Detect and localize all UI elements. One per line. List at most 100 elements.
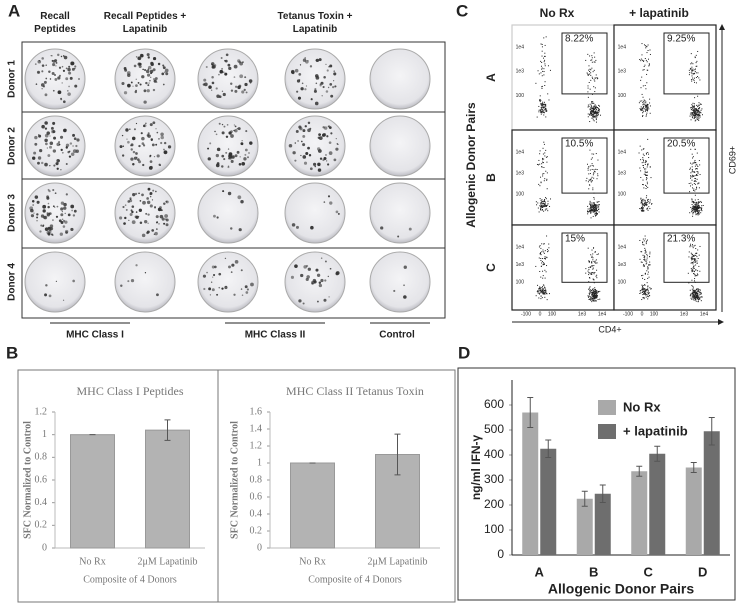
event [589, 103, 591, 105]
event [642, 184, 644, 186]
spot [68, 65, 71, 68]
event [694, 112, 696, 114]
flow-plot [613, 24, 717, 131]
arrow-head [718, 319, 724, 325]
event [648, 296, 650, 298]
event [644, 247, 646, 249]
event [641, 54, 643, 56]
event [695, 112, 697, 114]
spot [319, 134, 321, 136]
event [640, 79, 642, 81]
spot [138, 160, 142, 164]
event [590, 289, 592, 291]
spot [213, 214, 216, 218]
spot [224, 59, 228, 63]
event [696, 211, 698, 213]
event [592, 268, 594, 270]
event [694, 190, 696, 192]
spot [295, 225, 299, 229]
event [646, 255, 648, 257]
event [541, 206, 543, 208]
spot [216, 147, 221, 152]
event [590, 111, 592, 113]
event [694, 177, 696, 179]
spot [302, 58, 307, 62]
spot [32, 156, 36, 160]
event [695, 77, 697, 79]
event [641, 207, 643, 209]
event [595, 106, 597, 108]
event [640, 106, 642, 108]
event [645, 152, 647, 154]
event [645, 115, 647, 117]
event [597, 113, 599, 115]
spot [221, 90, 224, 92]
event [698, 111, 700, 113]
event [693, 296, 695, 298]
event [691, 184, 693, 186]
event [643, 244, 645, 246]
spot [147, 84, 150, 87]
spot [57, 76, 61, 80]
event [695, 54, 697, 56]
event [694, 204, 696, 206]
event [540, 112, 542, 114]
well [114, 251, 176, 313]
spot [146, 73, 151, 77]
event [647, 267, 649, 269]
event [695, 205, 697, 207]
event [538, 297, 540, 299]
event [542, 153, 544, 155]
event [698, 296, 700, 298]
event [689, 212, 691, 214]
spot [221, 154, 225, 158]
event [541, 297, 543, 299]
event [641, 93, 643, 95]
spot [160, 132, 164, 137]
spot [320, 278, 324, 283]
error-bar [527, 397, 534, 428]
event [589, 165, 591, 167]
x-tick-label: 1e3 [578, 311, 587, 317]
spot [305, 151, 309, 156]
event [535, 201, 537, 203]
spot [318, 133, 321, 137]
spot [329, 64, 333, 68]
event [642, 104, 644, 106]
event [545, 205, 547, 207]
y-tick-label: 200 [484, 497, 504, 511]
spot [403, 265, 407, 269]
event [648, 58, 650, 60]
event [546, 179, 548, 181]
flow-plot [511, 24, 615, 131]
event [592, 110, 594, 112]
spot [73, 209, 77, 213]
y-tick-label: 1.4 [250, 423, 263, 434]
event [594, 260, 596, 262]
spot [65, 162, 68, 166]
event [592, 71, 594, 73]
well [369, 48, 431, 110]
event [646, 282, 648, 284]
event [695, 214, 697, 216]
spot [294, 68, 299, 73]
event [643, 44, 645, 46]
event [700, 212, 702, 214]
event [645, 203, 647, 205]
event [544, 206, 546, 208]
event [593, 295, 595, 297]
event [595, 293, 597, 295]
event [691, 153, 693, 155]
spot [240, 199, 244, 204]
spot [55, 280, 58, 282]
y-tick-label: 1e4 [618, 244, 627, 250]
y-tick-label: 1.6 [250, 406, 263, 417]
y-tick-label: 1e3 [516, 69, 525, 75]
spot [123, 222, 126, 225]
event [593, 170, 595, 172]
event [593, 292, 595, 294]
event [643, 265, 645, 267]
event [589, 206, 591, 208]
event [644, 110, 646, 112]
